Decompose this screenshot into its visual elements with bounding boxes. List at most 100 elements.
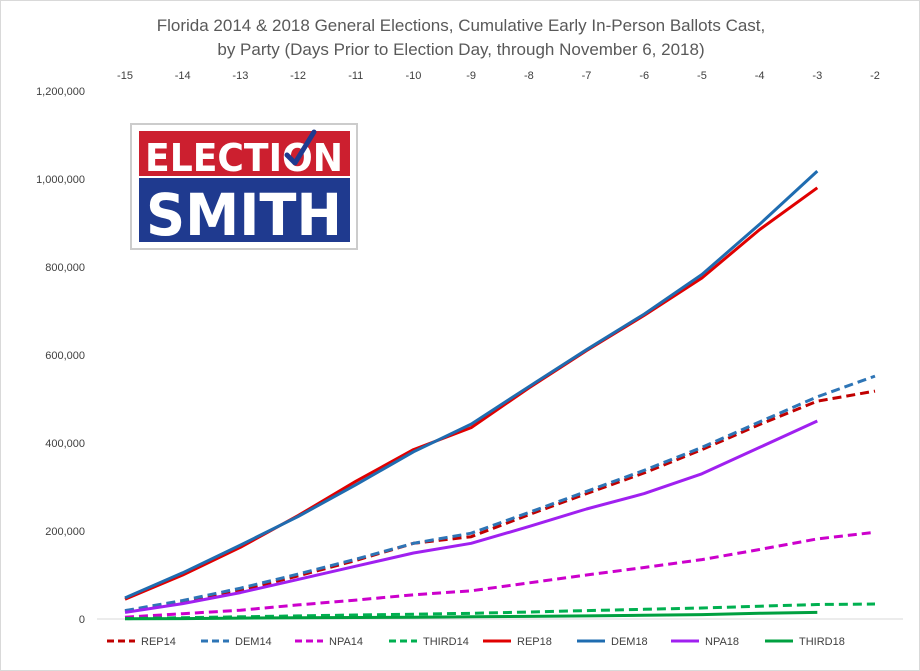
data-point-npa14 [758,548,761,551]
x-tick-label: -11 [348,70,363,82]
legend-item-rep14: REP14 [107,636,176,648]
x-tick-label: -12 [290,70,306,82]
chart-title-line-2: by Party (Days Prior to Election Day, th… [217,40,704,59]
data-point-rep18 [470,426,473,429]
data-point-npa18 [297,578,300,581]
data-point-npa18 [816,420,819,423]
data-point-rep14 [470,535,473,538]
data-point-third18 [412,616,415,619]
data-point-dem14 [181,599,184,602]
x-axis-tick-labels: -15 -14 -13 -12 -11 -10 -9 -8 -7 -6 -5 -4 -3 -2 [117,70,880,82]
data-point-third14 [700,607,703,610]
data-point-rep18 [816,186,819,189]
legend-label: THIRD14 [423,636,469,648]
data-point-npa18 [124,611,127,614]
series-npa18 [124,419,819,614]
data-point-third18 [124,617,127,620]
x-tick-label: -6 [639,70,649,82]
data-point-dem14 [239,587,242,590]
data-point-npa14 [297,603,300,606]
legend-item-dem14: DEM14 [201,636,272,648]
legend-label: REP18 [517,636,552,648]
y-tick-label: 1,200,000 [36,86,85,98]
y-tick-label: 0 [79,614,85,626]
series-line-npa18 [124,419,818,614]
legend: REP14 DEM14 NPA14 THIRD14 REP18 DEM18 NPA18 THI… [107,636,845,648]
data-point-third14 [758,605,761,608]
data-point-dem18 [470,423,473,426]
x-tick-label: -7 [582,70,592,82]
data-point-third18 [816,611,819,614]
data-point-dem18 [527,385,530,388]
data-point-npa14 [585,574,588,577]
data-point-dem14 [354,558,357,561]
data-point-npa18 [585,508,588,511]
series-line-third18 [124,610,818,621]
y-tick-label: 200,000 [45,526,85,538]
x-tick-label: -13 [232,70,248,82]
logo-blue-band [139,178,350,242]
data-point-dem18 [297,515,300,518]
data-point-npa18 [643,492,646,495]
y-axis-tick-labels: 0 200,000 400,000 600,000 800,000 1,000,000 1,… [36,86,85,626]
data-point-rep14 [874,390,877,393]
series-dem18 [124,169,819,600]
data-point-third18 [700,613,703,616]
data-point-third18 [354,616,357,619]
data-point-third18 [585,614,588,617]
y-tick-label: 600,000 [45,350,85,362]
data-point-dem14 [643,469,646,472]
data-point-npa14 [643,566,646,569]
series-lines [124,169,877,621]
legend-label: REP14 [141,636,176,648]
legend-item-npa14: NPA14 [295,636,363,648]
data-point-dem14 [585,490,588,493]
data-point-third18 [239,617,242,620]
data-point-npa18 [412,552,415,555]
data-point-dem18 [758,223,761,226]
logo-text-smith: SMITH [146,181,342,249]
data-point-dem14 [816,395,819,398]
series-line-dem18 [124,169,819,600]
data-point-npa14 [354,599,357,602]
checkmark-icon [284,129,317,166]
data-point-third18 [470,615,473,618]
data-point-third18 [297,616,300,619]
x-tick-label: -15 [117,70,133,82]
data-point-npa18 [470,542,473,545]
logo-red-band [139,131,350,176]
data-point-third18 [527,615,530,618]
data-point-dem18 [124,596,127,599]
data-point-npa14 [816,537,819,540]
data-point-npa14 [181,612,184,615]
x-tick-label: -2 [870,70,880,82]
x-tick-label: -3 [812,70,822,82]
data-point-npa18 [527,525,530,528]
data-point-third14 [527,611,530,614]
data-point-npa18 [181,602,184,605]
data-point-dem14 [700,446,703,449]
data-point-third18 [758,612,761,615]
data-point-dem18 [700,273,703,276]
data-point-npa14 [470,589,473,592]
data-point-dem18 [239,544,242,547]
data-point-npa18 [700,472,703,475]
election-smith-logo: ELECTION SMITH [130,123,358,250]
data-point-dem14 [297,573,300,576]
series-rep14 [124,389,877,613]
series-dem14 [124,374,877,613]
legend-item-npa18: NPA18 [671,636,739,648]
data-point-npa14 [874,531,877,534]
data-point-third14 [585,609,588,612]
data-point-dem14 [758,420,761,423]
legend-item-third18: THIRD18 [765,636,845,648]
data-point-npa14 [412,593,415,596]
data-point-dem14 [874,375,877,378]
data-point-npa18 [758,446,761,449]
legend-item-dem18: DEM18 [577,636,648,648]
series-rep18 [124,186,819,601]
x-tick-label: -14 [175,70,191,82]
data-point-npa14 [239,609,242,612]
